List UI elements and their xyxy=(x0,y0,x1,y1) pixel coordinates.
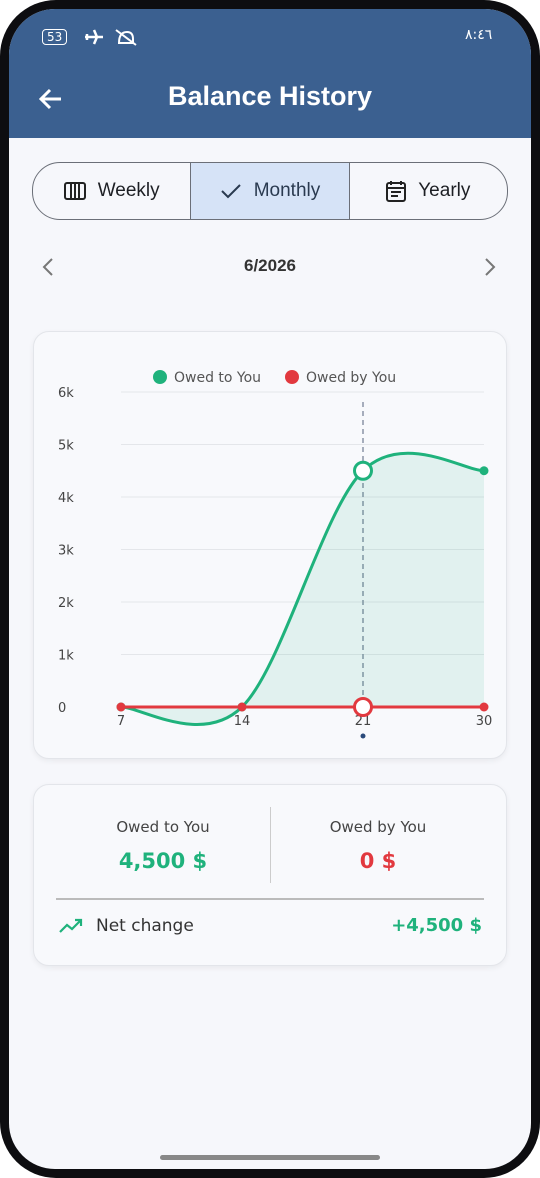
point xyxy=(479,466,489,476)
y-tick-label: 4k xyxy=(58,491,74,506)
screen-title: Balance History xyxy=(167,81,373,111)
legend-dot xyxy=(153,370,167,384)
trend-icon xyxy=(59,918,83,933)
point xyxy=(479,702,489,712)
prev-button[interactable] xyxy=(41,257,55,277)
next-button[interactable] xyxy=(483,257,497,277)
summary-value: 4,500 $ xyxy=(118,849,208,873)
summary-label: Owed by You xyxy=(329,818,427,836)
legend-label: Owed to You xyxy=(174,370,261,386)
x-tick-label: 7 xyxy=(117,714,125,729)
point xyxy=(237,702,247,712)
y-tick-label: 2k xyxy=(58,596,74,611)
divider xyxy=(56,898,484,900)
tab[interactable]: Weekly xyxy=(33,163,192,219)
home-indicator xyxy=(160,1155,380,1160)
point xyxy=(116,702,126,712)
tab[interactable]: Monthly xyxy=(191,163,350,219)
divider xyxy=(270,807,271,883)
summary-value: 0 $ xyxy=(359,849,397,873)
y-tick-label: 5k xyxy=(58,439,74,454)
tab[interactable]: Yearly xyxy=(350,163,507,219)
x-tick-label: 21 xyxy=(355,714,372,729)
net-change-value: +4,500 $ xyxy=(391,915,482,936)
chart-card: Owed to You Owed by You 0 1k 2k 3k 4k 5k 6k 7 14 21… xyxy=(33,331,507,759)
back-button[interactable] xyxy=(37,87,65,111)
x-tick-label: 14 xyxy=(234,714,251,729)
y-tick-label: 1k xyxy=(58,649,74,664)
cursor-dot xyxy=(360,733,366,739)
line xyxy=(120,451,485,726)
x-tick-label: 30 xyxy=(476,714,493,729)
y-tick-label: 6k xyxy=(58,386,74,401)
tab-label: Yearly xyxy=(418,180,471,201)
period-toggle: Weekly Monthly Yearly xyxy=(32,162,508,220)
legend-label: Owed by You xyxy=(306,370,396,386)
point xyxy=(353,697,373,717)
status-icons xyxy=(85,29,137,46)
point xyxy=(353,460,373,481)
app-bar: 53 ٨:٤٦ Balance History xyxy=(9,9,531,138)
chart: Owed to You Owed by You 0 1k 2k 3k 4k 5k 6k 7 14 21… xyxy=(58,370,493,739)
summary-card: Owed to You 4,500 $ Owed by You 0 $ Net … xyxy=(33,784,507,966)
period-label: 6/2026 xyxy=(244,256,296,275)
tab-label: Weekly xyxy=(97,180,160,201)
tab-label: Monthly xyxy=(253,180,321,201)
y-tick-label: 0 xyxy=(58,701,66,716)
battery: 53 xyxy=(42,29,68,45)
net-change-label: Net change xyxy=(96,916,194,936)
summary-label: Owed to You xyxy=(116,818,210,836)
y-tick-label: 3k xyxy=(58,544,74,559)
legend-dot xyxy=(285,370,299,384)
clock: ٨:٤٦ xyxy=(465,27,493,43)
screen: 53 ٨:٤٦ Balance History Weekly Monthly Y… xyxy=(9,9,531,1169)
